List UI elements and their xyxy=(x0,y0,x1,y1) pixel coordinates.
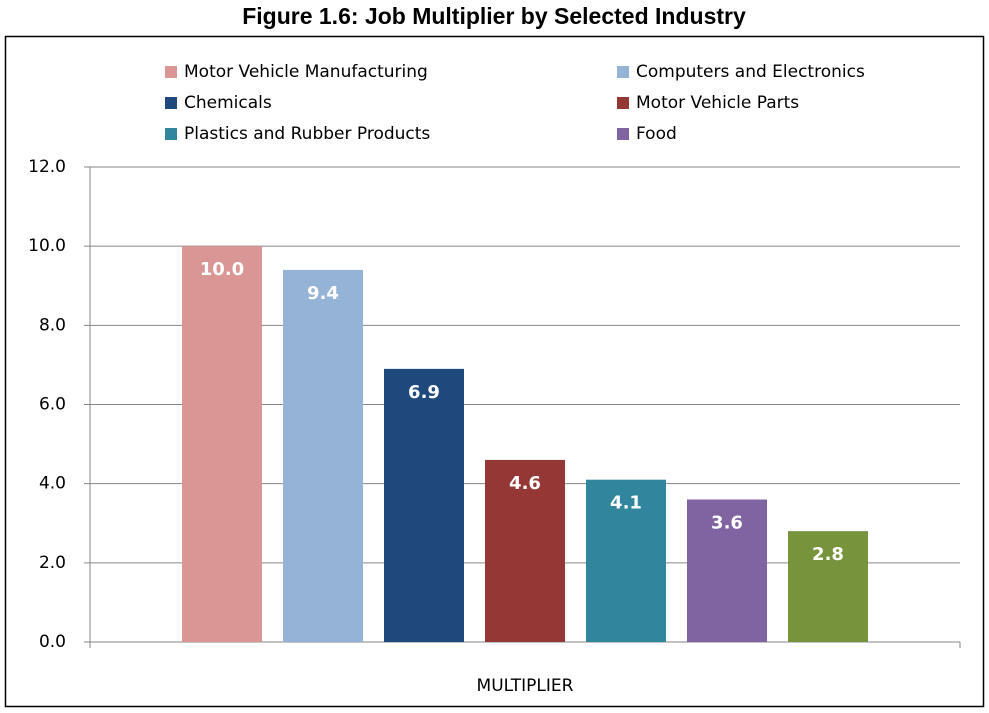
y-tick-label: 0.0 xyxy=(39,632,66,652)
chart-frame xyxy=(4,35,985,708)
legend-label: Food xyxy=(636,124,677,144)
y-tick-label: 2.0 xyxy=(39,553,66,573)
legend-label: Chemicals xyxy=(184,93,272,113)
y-tick-label: 4.0 xyxy=(39,474,66,494)
value-label: 3.6 xyxy=(711,513,743,534)
bar xyxy=(586,479,666,642)
y-tick-label: 8.0 xyxy=(39,315,66,335)
legend-swatch xyxy=(165,66,177,78)
chart-title: Figure 1.6: Job Multiplier by Selected I… xyxy=(242,3,746,29)
legend-label: Motor Vehicle Manufacturing xyxy=(184,62,428,82)
value-label: 4.1 xyxy=(610,493,642,514)
value-label: 4.6 xyxy=(509,473,541,494)
legend-label: Motor Vehicle Parts xyxy=(636,93,799,113)
y-tick-label: 10.0 xyxy=(28,236,66,256)
legend-swatch xyxy=(617,97,629,109)
bar xyxy=(283,269,363,642)
y-tick-label: 12.0 xyxy=(28,157,66,177)
bar xyxy=(687,499,767,642)
legend-label: Computers and Electronics xyxy=(636,62,865,82)
legend-swatch xyxy=(617,66,629,78)
value-label: 9.4 xyxy=(307,283,339,304)
value-label: 10.0 xyxy=(200,259,244,280)
bar xyxy=(788,531,868,642)
legend-label: Plastics and Rubber Products xyxy=(184,124,430,144)
legend-swatch xyxy=(617,128,629,140)
legend-swatch xyxy=(165,128,177,140)
bar xyxy=(384,368,464,642)
bar xyxy=(485,459,565,642)
value-label: 2.8 xyxy=(812,544,844,565)
value-label: 6.9 xyxy=(408,382,440,403)
legend-swatch xyxy=(165,97,177,109)
bar xyxy=(182,246,262,642)
x-tick-label: MULTIPLIER xyxy=(477,676,574,696)
y-tick-label: 6.0 xyxy=(39,395,66,415)
